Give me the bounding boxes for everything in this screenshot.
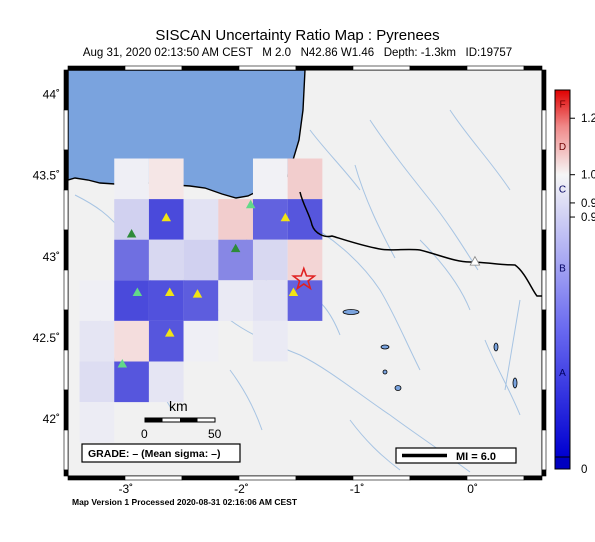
grid-cell-20 (218, 280, 253, 321)
grid-cell-10 (114, 239, 149, 281)
grid-cell-23 (79, 320, 115, 362)
grid-cell-26 (183, 320, 219, 362)
station-triangle-icon (469, 255, 481, 266)
station-triangle-icon (192, 289, 203, 298)
national-border (299, 191, 542, 297)
lon-tick-label: -2˚ (234, 482, 249, 496)
scale-tick-0: 0 (141, 427, 148, 441)
grid-cell-2 (252, 158, 288, 200)
colorbar-tick-label: 1.0 (581, 170, 595, 182)
station-triangle-icon (164, 287, 175, 296)
grid-cell-16 (79, 280, 115, 321)
grid-cell-18 (148, 280, 184, 321)
scale-tick-50: 50 (208, 427, 222, 441)
grid-cell-12 (183, 239, 219, 281)
colorbar-tick-label: 1.2 (581, 113, 595, 125)
lat-tick-label: 43˚ (43, 250, 60, 264)
map-title: SISCAN Uncertainty Ratio Map : Pyrenees (155, 27, 440, 44)
lat-tick-label: 43.5˚ (33, 169, 60, 183)
grid-cell-19 (183, 280, 219, 321)
grid-cell-7 (218, 199, 253, 240)
lon-tick-label: -3˚ (118, 482, 133, 496)
lon-tick-label: 0˚ (467, 482, 478, 496)
colorbar-grade-letter: A (559, 368, 566, 379)
grid-cell-27 (252, 320, 288, 362)
scale-bar: km 0 50 (141, 398, 222, 441)
grade-text: GRADE: – (Mean sigma: –) (88, 448, 220, 460)
station-triangle-icon (245, 199, 256, 209)
colorbar: 1.2 1.0 0.9 0.9 0 F D C B A (554, 89, 595, 476)
colorbar-grade-letter: D (559, 142, 566, 153)
grid-cell-22 (287, 280, 323, 321)
station-triangle-icon (164, 328, 175, 337)
station-triangle-icon (230, 243, 241, 253)
station-triangle-icon (161, 212, 172, 222)
grid-cell-15 (287, 239, 323, 281)
station-triangle-icon (126, 229, 137, 238)
map-version-footer: Map Version 1 Processed 2020-08-31 02:16… (72, 497, 298, 507)
grid-cell-1 (148, 158, 184, 200)
grid-cell-11 (148, 239, 184, 281)
grid-cell-3 (287, 158, 323, 200)
axis-tick-labels: -3˚ -2˚ -1˚ 0˚ 42˚ 42.5˚ 43˚ 43.5˚ 44˚ (33, 87, 478, 496)
grid-cell-6 (183, 199, 219, 240)
grid-cell-28 (79, 361, 115, 403)
grid-cell-14 (252, 239, 288, 281)
grid-cell-31 (79, 402, 115, 443)
station-triangle-icon (288, 287, 299, 296)
colorbar-tick-label: 0.9 (581, 212, 595, 224)
grid-cell-25 (148, 320, 184, 362)
scale-unit-label: km (169, 398, 188, 414)
event-subtitle: Aug 31, 2020 02:13:50 AM CEST M 2.0 N42.… (82, 47, 513, 59)
lat-tick-label: 42.5˚ (33, 331, 60, 345)
grade-box: GRADE: – (Mean sigma: –) (81, 443, 241, 463)
grid-cell-17 (114, 280, 149, 321)
lon-tick-label: -1˚ (350, 482, 365, 496)
colorbar-tick-label: 0.9 (581, 198, 595, 210)
station-triangle-icon (132, 287, 143, 296)
grid-cell-0 (114, 158, 149, 200)
epicenter-star (291, 266, 317, 291)
grid-cell-21 (252, 280, 288, 321)
lat-tick-label: 42˚ (43, 412, 60, 426)
colorbar-tick-label: 0 (581, 464, 587, 476)
mi-legend: MI = 6.0 (395, 447, 517, 464)
grid-cell-29 (114, 361, 149, 403)
station-triangle-icon (280, 212, 291, 222)
station-triangle-icon (117, 358, 128, 368)
colorbar-zero-swatch (554, 456, 571, 470)
lat-tick-label: 44˚ (43, 87, 60, 101)
mi-text: MI = 6.0 (456, 451, 496, 463)
map-frame (63, 65, 547, 481)
uncertainty-grid (79, 158, 323, 443)
seismic-stations (117, 199, 481, 368)
colorbar-grade-letter: B (559, 263, 566, 274)
grid-cell-24 (114, 320, 149, 362)
colorbar-grade-letter: F (559, 100, 565, 111)
colorbar-grade-letter: C (559, 184, 566, 195)
grid-cell-30 (148, 361, 184, 403)
